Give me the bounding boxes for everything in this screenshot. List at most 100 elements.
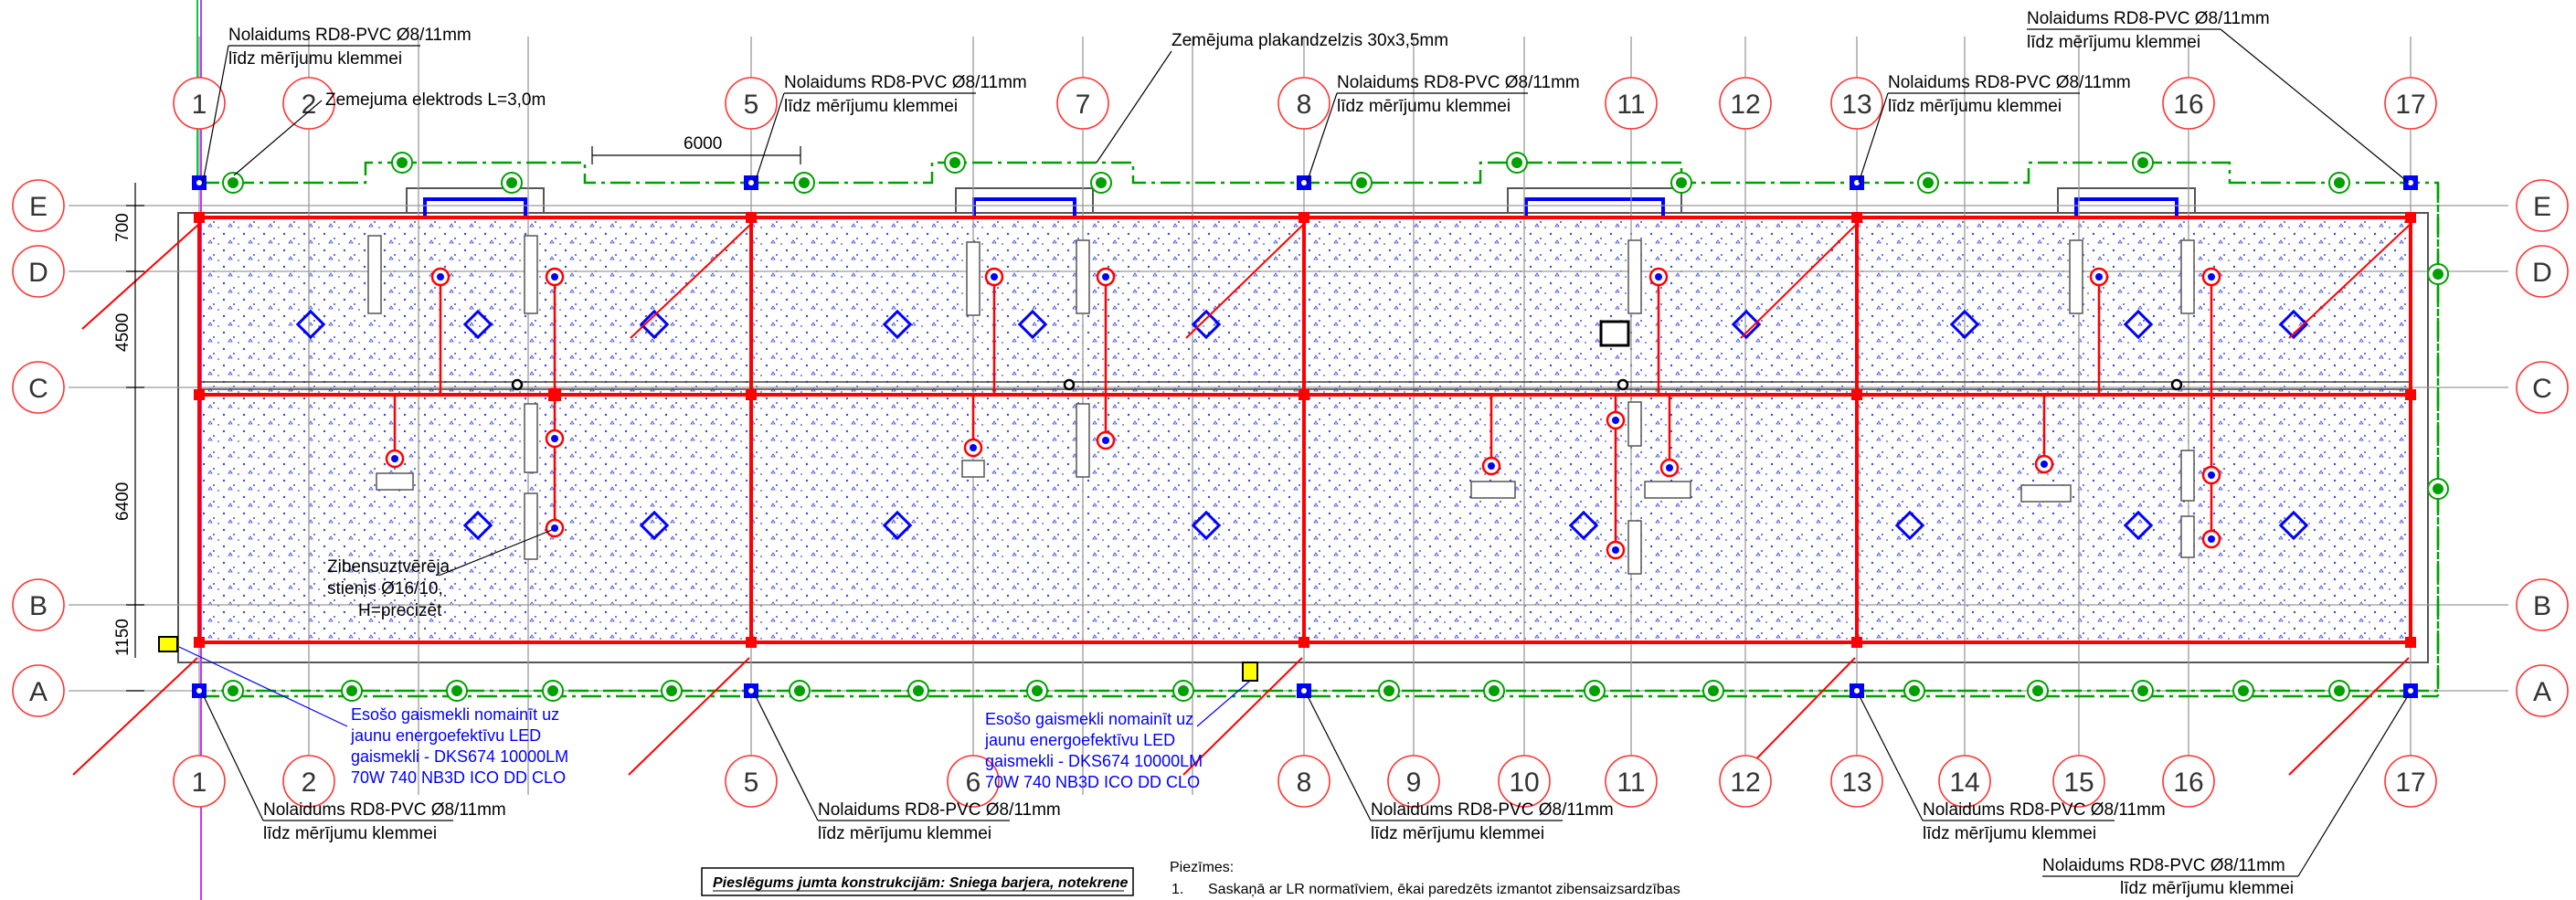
air-terminal: [2201, 529, 2221, 549]
roof-drain-icon: [1568, 510, 1599, 541]
ground-electrode: [1702, 680, 1724, 702]
axis-top-17-label: 17: [2395, 90, 2425, 120]
junction: [1851, 637, 1862, 648]
axis-right-A: A: [2516, 664, 2569, 717]
lamp-note-middle-1: Esošo gaismekli nomainīt uz: [985, 710, 1193, 728]
axis-bottom-10: 10: [1498, 755, 1551, 808]
ground-electrode: [2427, 263, 2449, 285]
test-terminal: [1850, 683, 1864, 698]
air-terminal: [2201, 267, 2221, 287]
axis-left-A-label: A: [29, 677, 48, 707]
air-terminal: [2089, 267, 2109, 287]
rod-label-line3: H=precizēt: [358, 601, 442, 620]
axis-right-C-label: C: [2532, 374, 2552, 404]
ground-electrode: [1584, 680, 1606, 702]
axis-bottom-10-label: 10: [1509, 768, 1539, 798]
notes-title: Piezīmes:: [1170, 860, 1234, 875]
axis-bottom-12-label: 12: [1730, 768, 1760, 798]
ground-electrode: [661, 680, 683, 702]
axis-right-E: E: [2516, 179, 2569, 232]
axis-bottom-15-label: 15: [2063, 768, 2094, 798]
ground-electrode: [542, 680, 564, 702]
dc-label-1-bottom: Nolaidums RD8-PVC Ø8/11mm: [263, 800, 506, 820]
axis-bottom-17: 17: [2384, 755, 2437, 808]
dimension-chain-left: [126, 183, 144, 692]
ground-electrode: [222, 172, 244, 194]
roof-drain-icon: [639, 309, 670, 340]
axis-right-C: C: [2516, 361, 2569, 414]
down-conductor-arrows: [72, 223, 2412, 776]
lamp-note-middle-2: jaunu energoefektīvu LED: [984, 731, 1175, 749]
junction: [194, 212, 205, 223]
test-terminal: [744, 175, 758, 190]
junction: [1851, 212, 1862, 223]
roof-skylights: [423, 197, 2178, 217]
axis-top-1: 1: [173, 77, 226, 130]
air-terminal: [1648, 267, 1669, 287]
lamp-note-left-1: Esošo gaismekli nomainīt uz: [351, 705, 559, 724]
footer-box-title: Pieslēgums jumta konstrukcijām: Sniega b…: [713, 875, 1128, 891]
roof-drain-icon: [2123, 309, 2154, 340]
axis-top-7: 7: [1056, 77, 1109, 130]
lamp-note-left-4: 70W 740 NB3D ICO DD CLO: [351, 768, 566, 787]
axis-bottom-16-label: 16: [2173, 768, 2203, 798]
ground-electrode: [341, 680, 363, 702]
lamp-note-middle-4: 70W 740 NB3D ICO DD CLO: [985, 773, 1200, 791]
junction: [1299, 637, 1309, 648]
lamp-note-middle-3: gaismekli - DKS674 10000LM: [985, 752, 1203, 770]
ground-electrode: [2132, 152, 2154, 174]
air-terminal: [545, 267, 565, 287]
air-terminal: [984, 267, 1004, 287]
roof-drains: [295, 309, 2309, 541]
ground-electrode-label: Zemejuma elektrods L=3,0m: [325, 90, 546, 110]
roof-drain-icon: [462, 510, 493, 541]
axis-bottom-2-label: 2: [302, 768, 317, 798]
dim-6400: 6400: [113, 482, 133, 521]
axis-top-8: 8: [1277, 77, 1330, 130]
ground-electrode: [1917, 172, 1939, 194]
junction: [746, 212, 757, 223]
axis-left-C-label: C: [28, 374, 48, 404]
air-terminal: [963, 438, 983, 458]
axis-right-A-label: A: [2533, 677, 2551, 707]
dim-700: 700: [113, 213, 133, 242]
junction: [1851, 389, 1862, 400]
ground-electrode: [2328, 172, 2350, 194]
test-terminal: [2403, 683, 2418, 698]
air-terminal: [545, 429, 565, 449]
axis-top-16: 16: [2162, 77, 2215, 130]
axis-left-D-label: D: [28, 258, 48, 288]
dc-sub-1-bottom: līdz mērījumu klemmei: [263, 824, 437, 843]
ground-electrode: [2027, 680, 2049, 702]
footer-box: [701, 867, 1134, 896]
roof-drain-icon: [2278, 309, 2309, 340]
air-terminal: [2034, 454, 2054, 474]
grid-axis-bubbles: 1 2 5 7 8 11 12 13 16 171 2 5 6 8 9 10 11 12 13 14 15 16 17EDC…: [12, 77, 2569, 808]
roof-drain-icon: [882, 309, 913, 340]
lamp-middle-leader: [1196, 680, 1251, 727]
dc-sub-8-top: līdz mērījumu klemmei: [1337, 97, 1511, 116]
axis-top-11: 11: [1605, 77, 1658, 130]
axis-bottom-6-label: 6: [966, 768, 981, 798]
dim-4500: 4500: [113, 313, 133, 352]
axis-left-E: E: [12, 179, 65, 232]
roof-drain-icon: [2278, 510, 2309, 541]
axis-top-2-label: 2: [302, 90, 317, 120]
axis-top-12: 12: [1719, 77, 1772, 130]
test-terminal: [192, 175, 207, 190]
roof-drain-icon: [1949, 309, 1980, 340]
roof-equipment: [367, 235, 2195, 575]
dc-label-1-top: Nolaidums RD8-PVC Ø8/11mm: [228, 26, 472, 45]
lamp-note-left-2: jaunu energoefektīvu LED: [350, 726, 541, 745]
ground-electrode: [1506, 152, 1528, 174]
rod-label-leader: [438, 529, 553, 577]
junction: [1299, 389, 1309, 400]
axis-top-11-label: 11: [1617, 90, 1645, 120]
junction: [194, 637, 205, 648]
note-1-number: 1.: [1171, 882, 1183, 897]
axis-right-B: B: [2516, 578, 2569, 631]
axis-right-D: D: [2516, 245, 2569, 298]
test-terminal: [192, 683, 207, 698]
test-terminal: [1850, 175, 1864, 190]
